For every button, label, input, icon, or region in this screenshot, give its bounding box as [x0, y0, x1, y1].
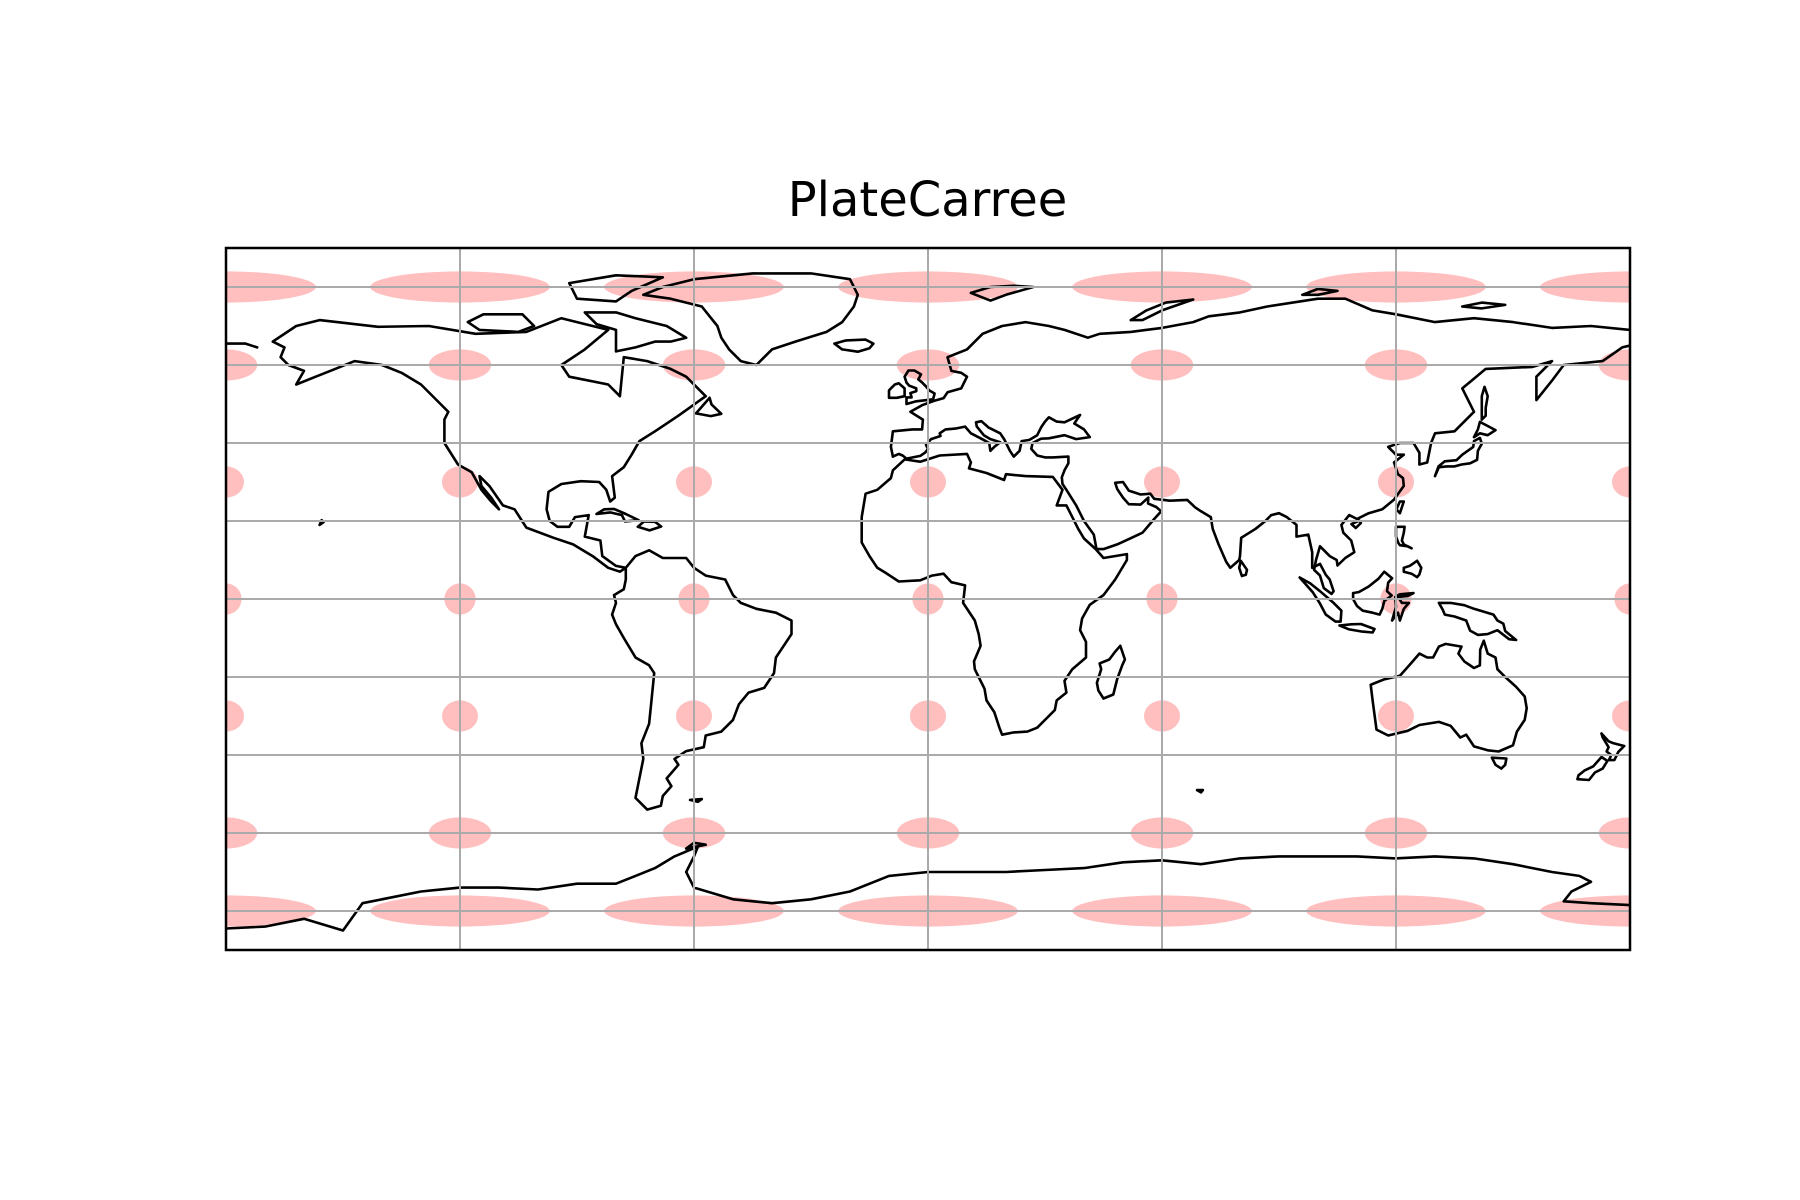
coastline	[889, 297, 1630, 458]
coastline	[1576, 755, 1609, 782]
coastline	[1437, 601, 1518, 642]
coastline	[688, 797, 704, 804]
indicatrix-ellipse	[1611, 700, 1630, 732]
coastline	[1301, 287, 1339, 297]
coastline	[1095, 644, 1127, 700]
coastline	[466, 312, 536, 334]
coastline	[641, 272, 860, 367]
coastline	[684, 841, 708, 850]
coastline	[860, 452, 1129, 737]
coastline	[1472, 420, 1497, 439]
coastline	[1237, 559, 1249, 578]
coastline	[1480, 385, 1489, 421]
map-frame	[224, 246, 1632, 952]
coastline	[1369, 639, 1528, 753]
indicatrix-ellipse	[226, 700, 245, 732]
coastline	[1195, 788, 1205, 794]
coastline	[1338, 622, 1376, 634]
coastline	[833, 338, 875, 354]
coastline	[1395, 500, 1406, 515]
coastline	[271, 316, 708, 574]
coastline	[567, 273, 665, 303]
coastline	[595, 507, 640, 523]
coastline	[1600, 732, 1626, 762]
coastline	[1394, 525, 1413, 550]
coastline	[1351, 570, 1394, 616]
coastline	[1461, 301, 1507, 310]
gridlines-layer	[226, 248, 1630, 950]
coastline	[1490, 756, 1508, 770]
coastline	[226, 845, 1630, 932]
coastline	[903, 369, 936, 406]
coastline	[1129, 298, 1195, 322]
map-title: PlateCarree	[787, 172, 1068, 228]
coastline	[583, 311, 688, 353]
coastline	[1402, 559, 1423, 579]
indicatrix-ellipse	[1611, 466, 1630, 498]
coastline	[226, 342, 259, 349]
coastline	[891, 344, 1630, 596]
coastline	[610, 548, 793, 811]
coastline	[694, 396, 723, 418]
coastline	[636, 520, 663, 532]
coastline	[887, 381, 906, 400]
indicatrix-ellipse	[226, 466, 245, 498]
coastlines-layer	[226, 272, 1630, 932]
